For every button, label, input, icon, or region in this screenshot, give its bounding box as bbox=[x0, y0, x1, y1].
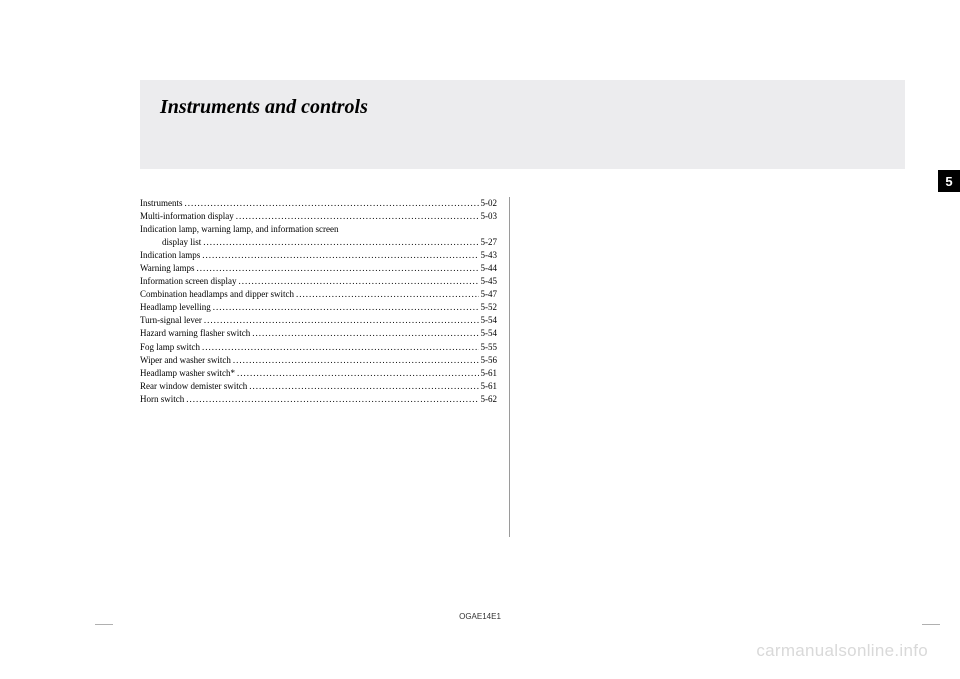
crop-mark bbox=[95, 624, 113, 625]
chapter-tab: 5 bbox=[938, 170, 960, 192]
toc-label: Instruments bbox=[140, 197, 183, 210]
toc-dots bbox=[185, 197, 479, 210]
toc-dots bbox=[236, 210, 479, 223]
page-container: Instruments and controls Instruments 5-02… bbox=[140, 80, 905, 629]
toc-item: Horn switch 5-62 bbox=[140, 393, 497, 406]
toc-item: Combination headlamps and dipper switch 5… bbox=[140, 288, 497, 301]
toc-label: Indication lamp, warning lamp, and infor… bbox=[140, 223, 338, 236]
toc-label: Rear window demister switch bbox=[140, 380, 247, 393]
toc-page: 5-52 bbox=[481, 301, 498, 314]
toc-column: Instruments5-02Multi-information display… bbox=[140, 197, 510, 537]
title-bar: Instruments and controls bbox=[140, 80, 905, 169]
toc-label: Turn-signal lever bbox=[140, 314, 202, 327]
toc-dots bbox=[296, 288, 479, 301]
toc-label: Fog lamp switch bbox=[140, 341, 200, 354]
toc-label: Information screen display bbox=[140, 275, 236, 288]
toc-label: Indication lamps bbox=[140, 249, 200, 262]
toc-item: Wiper and washer switch 5-56 bbox=[140, 354, 497, 367]
toc-dots bbox=[202, 249, 478, 262]
toc-dots bbox=[204, 314, 479, 327]
toc-dots bbox=[202, 341, 479, 354]
toc-label: Headlamp washer switch* bbox=[140, 367, 235, 380]
toc-label: Horn switch bbox=[140, 393, 184, 406]
toc-dots bbox=[238, 275, 478, 288]
content-area: Instruments5-02Multi-information display… bbox=[140, 197, 905, 537]
toc-item: Instruments 5-02 bbox=[140, 197, 497, 210]
toc-dots bbox=[249, 380, 478, 393]
toc-item: Warning lamps 5-44 bbox=[140, 262, 497, 275]
crop-mark bbox=[922, 624, 940, 625]
toc-item: Information screen display 5-45 bbox=[140, 275, 497, 288]
toc-page: 5-61 bbox=[481, 380, 498, 393]
toc-label: Headlamp levelling bbox=[140, 301, 211, 314]
watermark: carmanualsonline.info bbox=[756, 641, 928, 661]
toc-page: 5-43 bbox=[481, 249, 498, 262]
toc-dots bbox=[186, 393, 478, 406]
toc-dots bbox=[233, 354, 479, 367]
toc-page: 5-61 bbox=[481, 367, 498, 380]
toc-page: 5-03 bbox=[481, 210, 498, 223]
toc-dots bbox=[237, 367, 479, 380]
toc-item: display list 5-27 bbox=[140, 236, 497, 249]
toc-page: 5-54 bbox=[481, 314, 498, 327]
toc-label: Hazard warning flasher switch bbox=[140, 327, 250, 340]
toc-item: Indication lamp, warning lamp, and infor… bbox=[140, 223, 497, 236]
toc-item: Fog lamp switch 5-55 bbox=[140, 341, 497, 354]
toc-page: 5-56 bbox=[481, 354, 498, 367]
toc-label: display list bbox=[162, 236, 201, 249]
toc-page: 5-54 bbox=[481, 327, 498, 340]
toc-label: Multi-information display bbox=[140, 210, 234, 223]
toc-item: Multi-information display 5-03 bbox=[140, 210, 497, 223]
toc-item: Indication lamps 5-43 bbox=[140, 249, 497, 262]
chapter-number: 5 bbox=[945, 174, 952, 189]
toc-dots bbox=[203, 236, 478, 249]
toc-page: 5-02 bbox=[481, 197, 498, 210]
toc-item: Rear window demister switch 5-61 bbox=[140, 380, 497, 393]
toc-dots bbox=[213, 301, 479, 314]
toc-label: Combination headlamps and dipper switch bbox=[140, 288, 294, 301]
toc-page: 5-62 bbox=[481, 393, 498, 406]
toc-dots bbox=[197, 262, 479, 275]
toc-page: 5-55 bbox=[481, 341, 498, 354]
toc-item: Headlamp levelling 5-52 bbox=[140, 301, 497, 314]
toc-label: Warning lamps bbox=[140, 262, 195, 275]
toc-item: Hazard warning flasher switch 5-54 bbox=[140, 327, 497, 340]
toc-page: 5-47 bbox=[481, 288, 498, 301]
document-code: OGAE14E1 bbox=[459, 612, 501, 621]
toc-page: 5-27 bbox=[481, 236, 498, 249]
toc-page: 5-45 bbox=[481, 275, 498, 288]
toc-label: Wiper and washer switch bbox=[140, 354, 231, 367]
toc-page: 5-44 bbox=[481, 262, 498, 275]
toc-item: Headlamp washer switch* 5-61 bbox=[140, 367, 497, 380]
chapter-title: Instruments and controls bbox=[160, 96, 885, 119]
toc-item: Turn-signal lever 5-54 bbox=[140, 314, 497, 327]
toc-dots bbox=[252, 327, 478, 340]
